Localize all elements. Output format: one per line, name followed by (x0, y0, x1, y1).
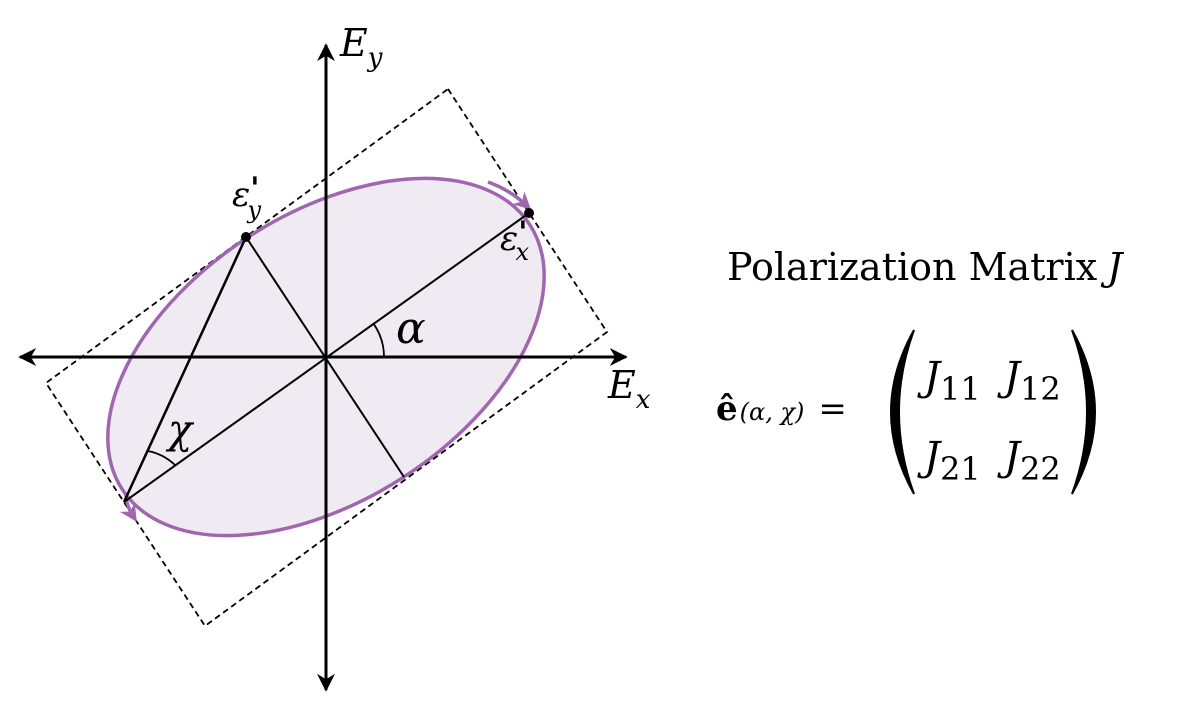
matrix-entry-21: J21 (917, 434, 981, 488)
ex-axis-label: Ex (607, 363, 651, 415)
ey-axis-label: Ey (339, 21, 383, 73)
matrix-right-paren (1072, 330, 1095, 494)
epsilon-x-label: ε' x (500, 215, 529, 266)
chi-label: χ (165, 407, 195, 453)
matrix-entry-11: J11 (917, 354, 981, 408)
matrix-left-paren (891, 330, 914, 494)
matrix-entry-12: J12 (997, 354, 1061, 408)
alpha-label: α (396, 303, 426, 354)
epsilon-y-label: ε' y (232, 171, 261, 224)
point-epsilon-y (241, 232, 251, 242)
formula-title: Polarization Matrix J (727, 245, 1124, 289)
matrix-entry-22: J22 (997, 434, 1061, 488)
formula-lhs: ê(α, χ) = (716, 389, 847, 429)
